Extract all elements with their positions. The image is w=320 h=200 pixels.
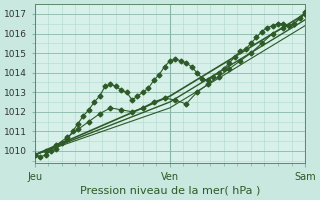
X-axis label: Pression niveau de la mer( hPa ): Pression niveau de la mer( hPa ): [80, 186, 260, 196]
